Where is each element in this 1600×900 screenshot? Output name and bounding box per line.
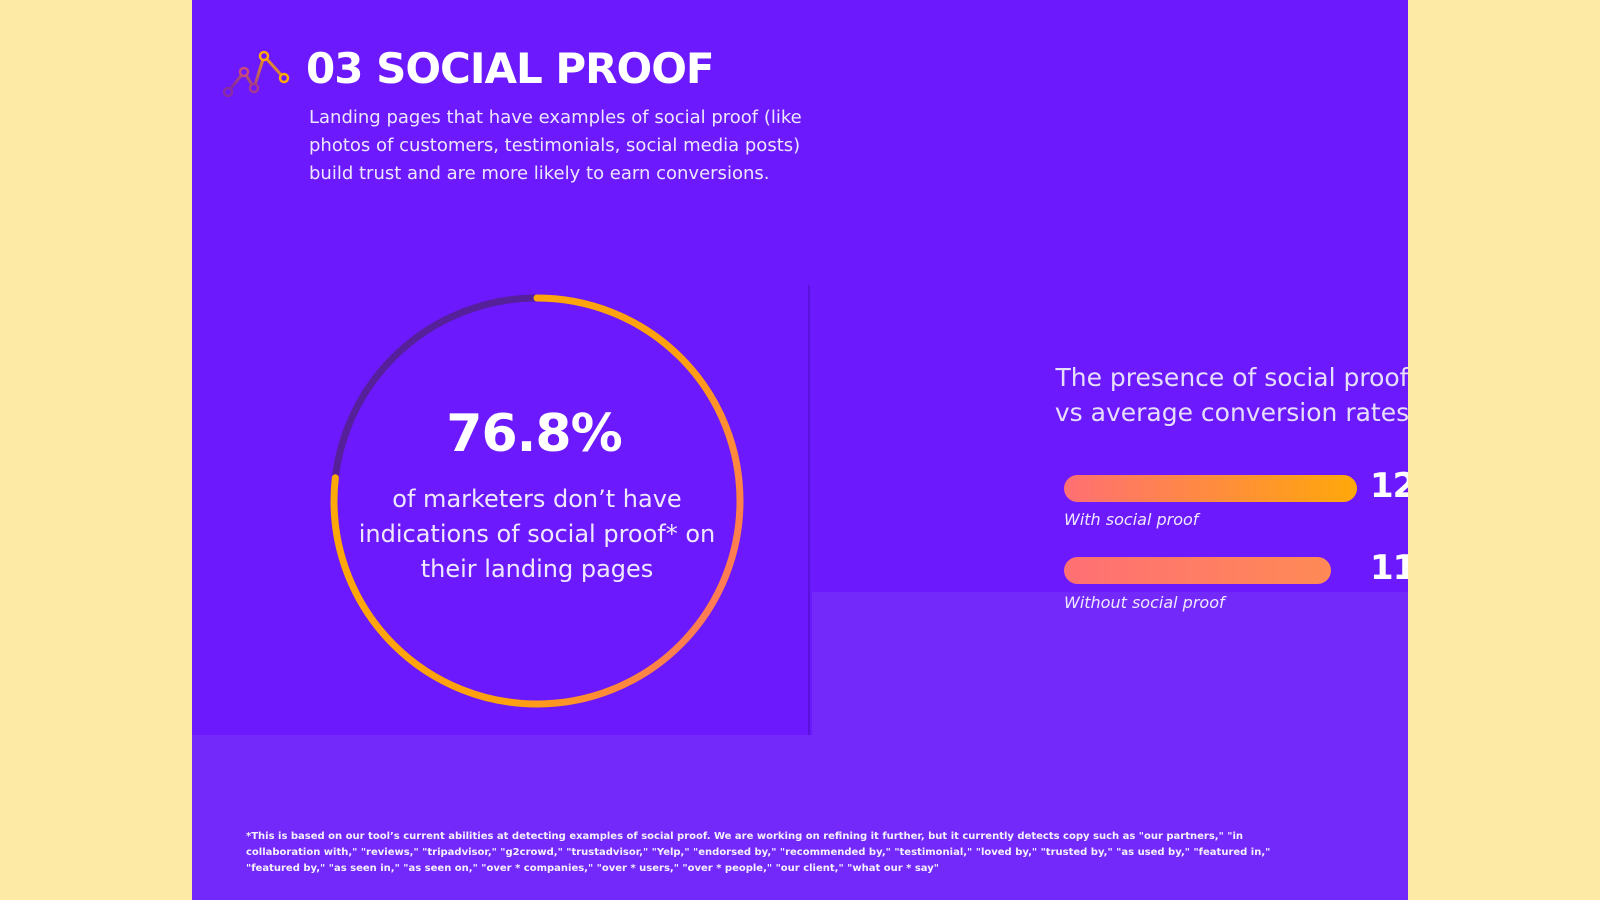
footnote: *This is based on our tool’s current abi… (246, 831, 1271, 874)
lower-right-band (812, 592, 1408, 735)
bar-label-with-social-proof: With social proof (1064, 510, 1199, 529)
infographic-panel: 03 SOCIAL PROOF Landing pages that have … (192, 0, 1408, 900)
bar-value-with-social-proof: 12.50% (1370, 466, 1408, 506)
line-chart-icon (222, 50, 290, 98)
bar-value-without-social-proof: 11.40% (1370, 548, 1408, 588)
bar-chart-title: The presence of social proof vs average … (1054, 363, 1408, 427)
stat-value: 76.8% (446, 404, 622, 464)
stat-caption: of marketers don’t have indications of s… (358, 485, 716, 583)
bar-without-social-proof (1064, 557, 1332, 584)
bar-label-without-social-proof: Without social proof (1064, 593, 1225, 612)
section-divider (808, 285, 810, 735)
page-title: 03 SOCIAL PROOF (306, 44, 715, 93)
page-description: Landing pages that have examples of soci… (309, 107, 802, 184)
bar-with-social-proof (1064, 475, 1357, 502)
donut-slice-value (330, 294, 744, 708)
lower-band (192, 735, 1408, 900)
donut-chart (330, 294, 744, 708)
